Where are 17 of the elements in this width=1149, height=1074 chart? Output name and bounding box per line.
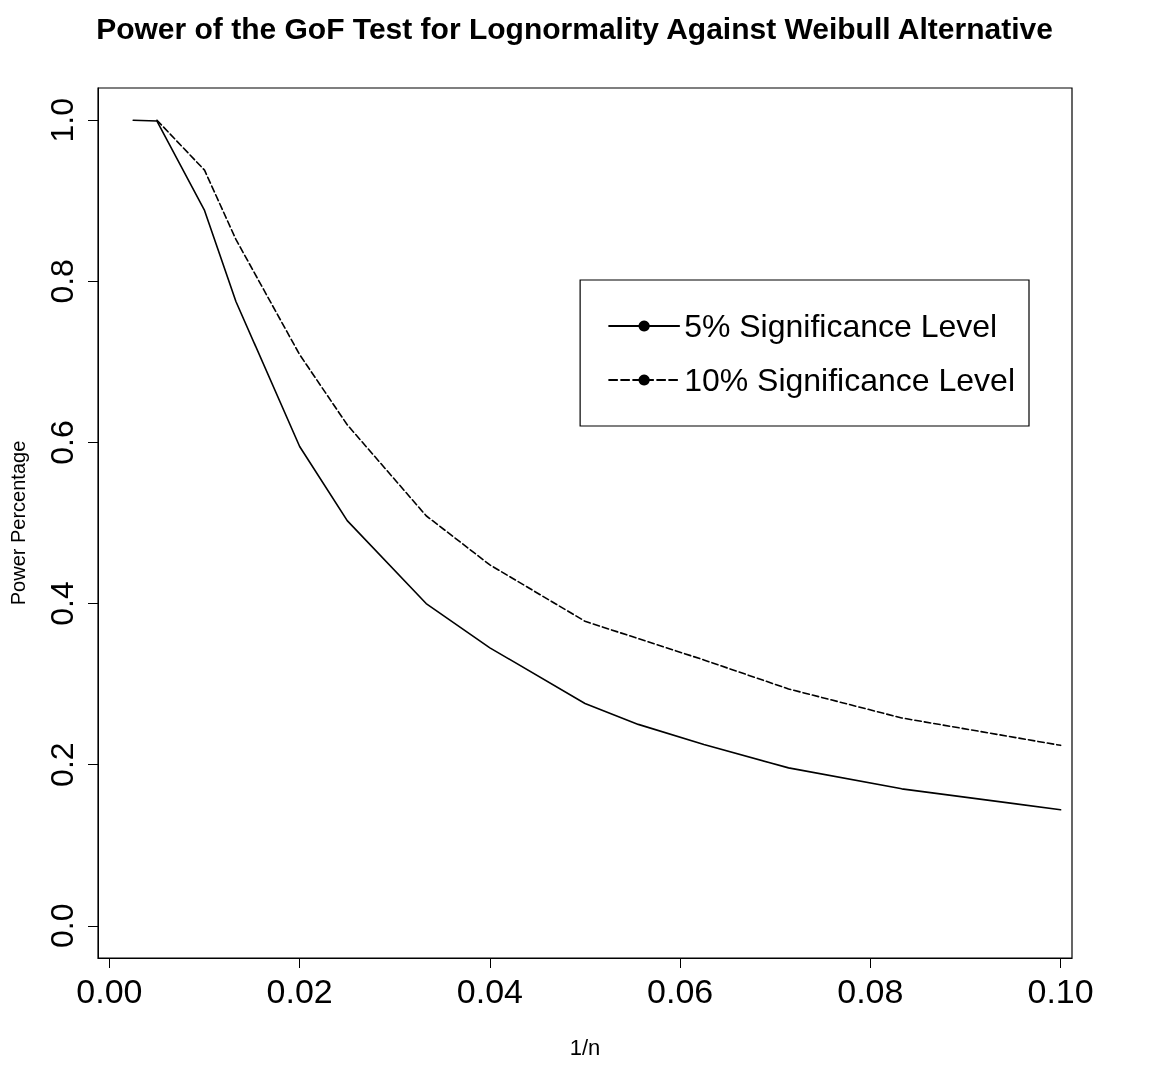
chart-title: Power of the GoF Test for Lognormality Against Weibull Alternative bbox=[96, 11, 1053, 45]
y-axis-title: Power Percentage bbox=[7, 440, 29, 606]
y-tick-label: 0.6 bbox=[44, 420, 80, 465]
x-tick-label: 0.04 bbox=[456, 972, 523, 1010]
x-tick-label: 0.08 bbox=[837, 972, 904, 1010]
x-tick-label: 0.06 bbox=[647, 972, 714, 1010]
y-tick-label: 0.2 bbox=[44, 742, 80, 787]
y-tick-label: 0.4 bbox=[44, 581, 80, 626]
x-tick-label: 0.02 bbox=[266, 972, 333, 1010]
y-tick-label: 0.8 bbox=[44, 259, 80, 304]
x-axis-title: 1/n bbox=[569, 1034, 601, 1060]
y-tick-label: 1.0 bbox=[44, 97, 80, 143]
x-tick-label: 0.00 bbox=[76, 972, 143, 1010]
legend-label: 10% Significance Level bbox=[684, 362, 1015, 398]
legend-label: 5% Significance Level bbox=[684, 308, 998, 344]
y-tick-label: 0.0 bbox=[44, 903, 80, 949]
x-tick-label: 0.10 bbox=[1027, 972, 1094, 1010]
